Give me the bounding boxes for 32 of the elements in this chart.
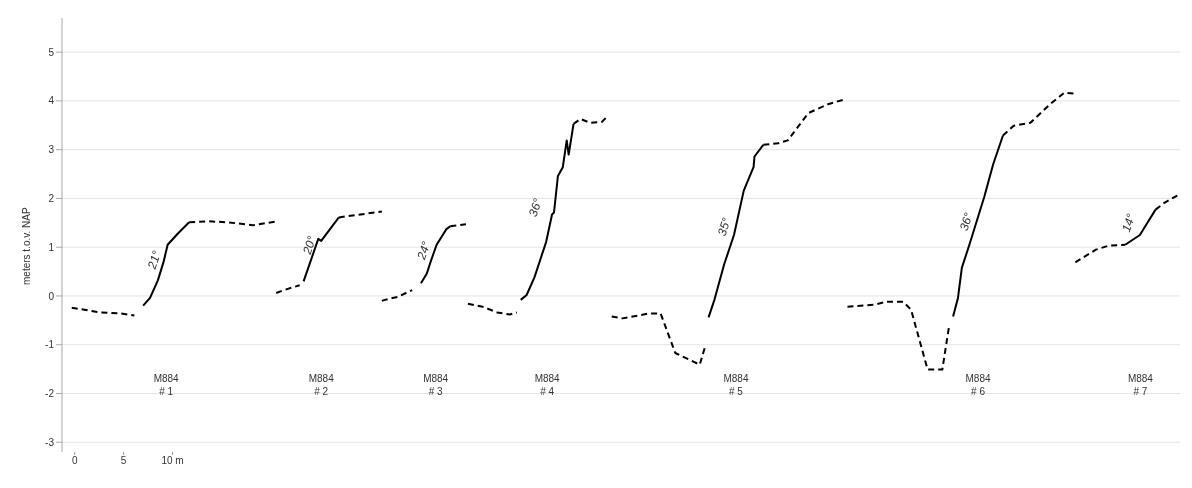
y-tick-label: 4 xyxy=(48,95,55,107)
annotation: 20° xyxy=(299,234,319,257)
annotation: 14° xyxy=(1119,211,1139,234)
x-tick-label: 0 xyxy=(71,455,78,467)
annotation: 24° xyxy=(414,239,434,263)
y-tick-label: 2 xyxy=(48,192,55,204)
annotation: 36° xyxy=(956,210,976,233)
line-series xyxy=(70,306,136,317)
annotation: M884 # 6 xyxy=(965,373,991,397)
y-axis-title: meters t.o.v. NAP xyxy=(20,207,32,285)
line-series xyxy=(846,300,951,371)
y-tick-label: -3 xyxy=(45,436,55,448)
annotation: 36° xyxy=(525,196,545,219)
annotation: M884 # 7 xyxy=(1127,373,1154,397)
y-tick-label: -2 xyxy=(45,388,55,400)
annotation: M884 # 3 xyxy=(423,373,449,397)
y-tick-label: 3 xyxy=(48,144,55,156)
annotation: 35° xyxy=(714,215,734,238)
y-tick-label: 0 xyxy=(48,290,55,302)
annotation: M884 # 4 xyxy=(534,373,561,397)
y-tick-label: 5 xyxy=(48,46,55,58)
annotation: M884 # 5 xyxy=(723,373,749,397)
line-series xyxy=(380,289,414,302)
line-series xyxy=(466,302,518,316)
annotation: M884 # 2 xyxy=(308,373,335,397)
annotation: M884 # 1 xyxy=(153,373,180,397)
y-tick-label: 1 xyxy=(48,241,55,253)
x-tick-label: 10 m xyxy=(161,455,184,467)
y-tick-label: -1 xyxy=(45,339,55,351)
x-tick-label: 5 xyxy=(120,455,127,467)
annotation: 21° xyxy=(144,248,164,272)
line-series xyxy=(610,312,706,366)
